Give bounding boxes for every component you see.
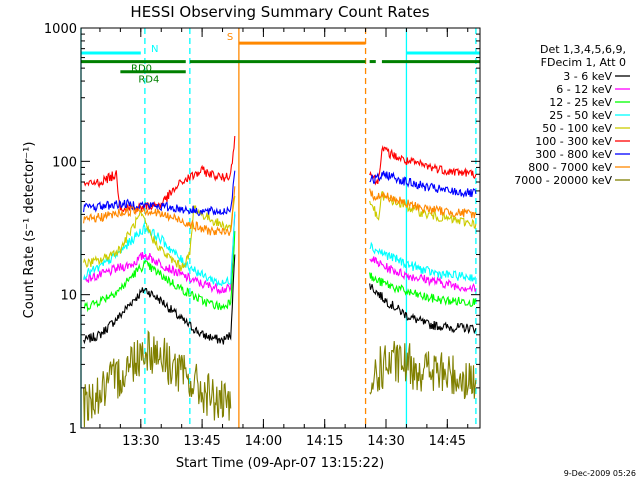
y-tick-label-1: 10 — [60, 289, 77, 304]
series-line-1-0 — [83, 214, 236, 295]
y-tick-label-2: 100 — [52, 155, 77, 170]
legend-label-3: 25 - 50 keV — [549, 109, 612, 122]
legend-header-1: FDecim 1, Att 0 — [541, 56, 626, 69]
x-tick-label-2: 14:00 — [245, 434, 282, 449]
series-line-1-1 — [369, 256, 477, 293]
series-line-6-0 — [83, 170, 236, 217]
series-line-8-0 — [83, 329, 232, 428]
series-line-3-1 — [369, 241, 477, 282]
series-line-7-1 — [369, 188, 477, 219]
axes: 1 10 100 1000 13:30 13:45 14:00 14:15 14:30 14:45 — [44, 22, 481, 449]
plot-frame — [80, 27, 481, 429]
series-line-7-0 — [83, 186, 236, 236]
legend-label-8: 7000 - 20000 keV — [514, 174, 612, 187]
series-line-0-1 — [369, 283, 477, 335]
series-line-6-1 — [369, 170, 477, 198]
series-line-5-0 — [83, 135, 236, 214]
legend-label-0: 3 - 6 keV — [563, 70, 612, 83]
x-tick-label-5: 14:45 — [429, 434, 466, 449]
series-line-2-1 — [369, 272, 477, 308]
y-tick-label-3: 1000 — [44, 22, 77, 37]
legend-header-0: Det 1,3,4,5,6,9, — [540, 43, 626, 56]
legend-label-4: 50 - 100 keV — [542, 122, 612, 135]
chart-title: HESSI Observing Summary Count Rates — [130, 3, 429, 21]
footer-stamp: 9-Dec-2009 05:26 — [564, 469, 636, 478]
state-bar-label-rd4: RD4 — [138, 75, 159, 86]
legend-label-1: 6 - 12 keV — [556, 83, 612, 96]
legend-label-2: 12 - 25 keV — [549, 96, 612, 109]
state-bar-label-n: N — [151, 44, 158, 55]
series-lines — [83, 135, 477, 428]
series-line-5-1 — [369, 145, 477, 186]
legend-label-7: 800 - 7000 keV — [528, 161, 612, 174]
series-line-3-0 — [83, 211, 236, 287]
series-line-4-0 — [83, 195, 236, 272]
series-line-8-1 — [369, 341, 477, 400]
legend: Det 1,3,4,5,6,9,FDecim 1, Att 03 - 6 keV… — [514, 43, 630, 187]
state-bar-label-rd0: RD0 — [131, 64, 152, 75]
x-tick-label-3: 14:15 — [306, 434, 343, 449]
legend-label-5: 100 - 300 keV — [535, 135, 612, 148]
y-axis-label: Count Rate (s⁻¹ detector⁻¹) — [22, 142, 37, 319]
series-line-0-0 — [83, 254, 236, 345]
x-axis-label: Start Time (09-Apr-07 13:15:22) — [176, 456, 384, 471]
x-tick-label-4: 14:30 — [367, 434, 404, 449]
x-tick-label-0: 13:30 — [122, 434, 159, 449]
state-bar-label-s: S — [227, 32, 233, 43]
legend-label-6: 300 - 800 keV — [535, 148, 612, 161]
x-tick-label-1: 13:45 — [183, 434, 220, 449]
series-line-2-0 — [83, 231, 236, 313]
y-tick-label-0: 1 — [69, 422, 77, 437]
